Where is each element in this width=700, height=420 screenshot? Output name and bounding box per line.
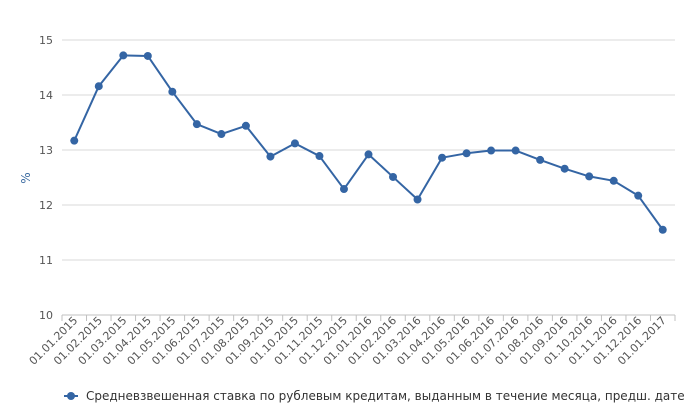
y-tick-label: 15 [39,34,53,47]
data-point[interactable] [389,172,398,181]
grid-lines [62,39,675,316]
data-point[interactable] [536,155,545,164]
data-point[interactable] [339,185,348,194]
data-point[interactable] [315,152,324,161]
data-point[interactable] [487,146,496,155]
x-axis: 01.01.201501.02.201501.03.201501.04.2015… [27,314,676,368]
data-point[interactable] [168,87,177,96]
data-point[interactable] [511,146,520,155]
data-point[interactable] [143,51,152,60]
y-tick-label: 12 [39,199,53,212]
y-axis-label: % [19,172,33,183]
data-point[interactable] [438,153,447,162]
data-point[interactable] [192,120,201,129]
data-point[interactable] [70,136,79,145]
y-axis-ticks: 10 11 12 13 14 15 [39,34,53,322]
data-point[interactable] [217,130,226,139]
data-point[interactable] [364,150,373,159]
series-layer [70,51,667,234]
y-tick-label: 11 [39,254,53,267]
data-point[interactable] [266,152,275,161]
data-point[interactable] [585,172,594,181]
data-point[interactable] [462,149,471,158]
y-tick-label: 10 [39,309,53,322]
y-tick-label: 14 [39,89,53,102]
data-point[interactable] [241,121,250,130]
data-point[interactable] [634,191,643,200]
data-point[interactable] [609,176,618,185]
data-point[interactable] [658,225,667,234]
data-point[interactable] [94,82,103,91]
data-point[interactable] [560,164,569,173]
legend-marker-icon [67,392,75,400]
data-point[interactable] [413,195,422,204]
series-line [73,54,664,231]
data-point[interactable] [290,139,299,148]
data-point[interactable] [119,51,128,60]
legend-label[interactable]: Средневзвешенная ставка по рублевым кред… [86,389,685,403]
y-tick-label: 13 [39,144,53,157]
legend[interactable]: Средневзвешенная ставка по рублевым кред… [64,389,685,403]
